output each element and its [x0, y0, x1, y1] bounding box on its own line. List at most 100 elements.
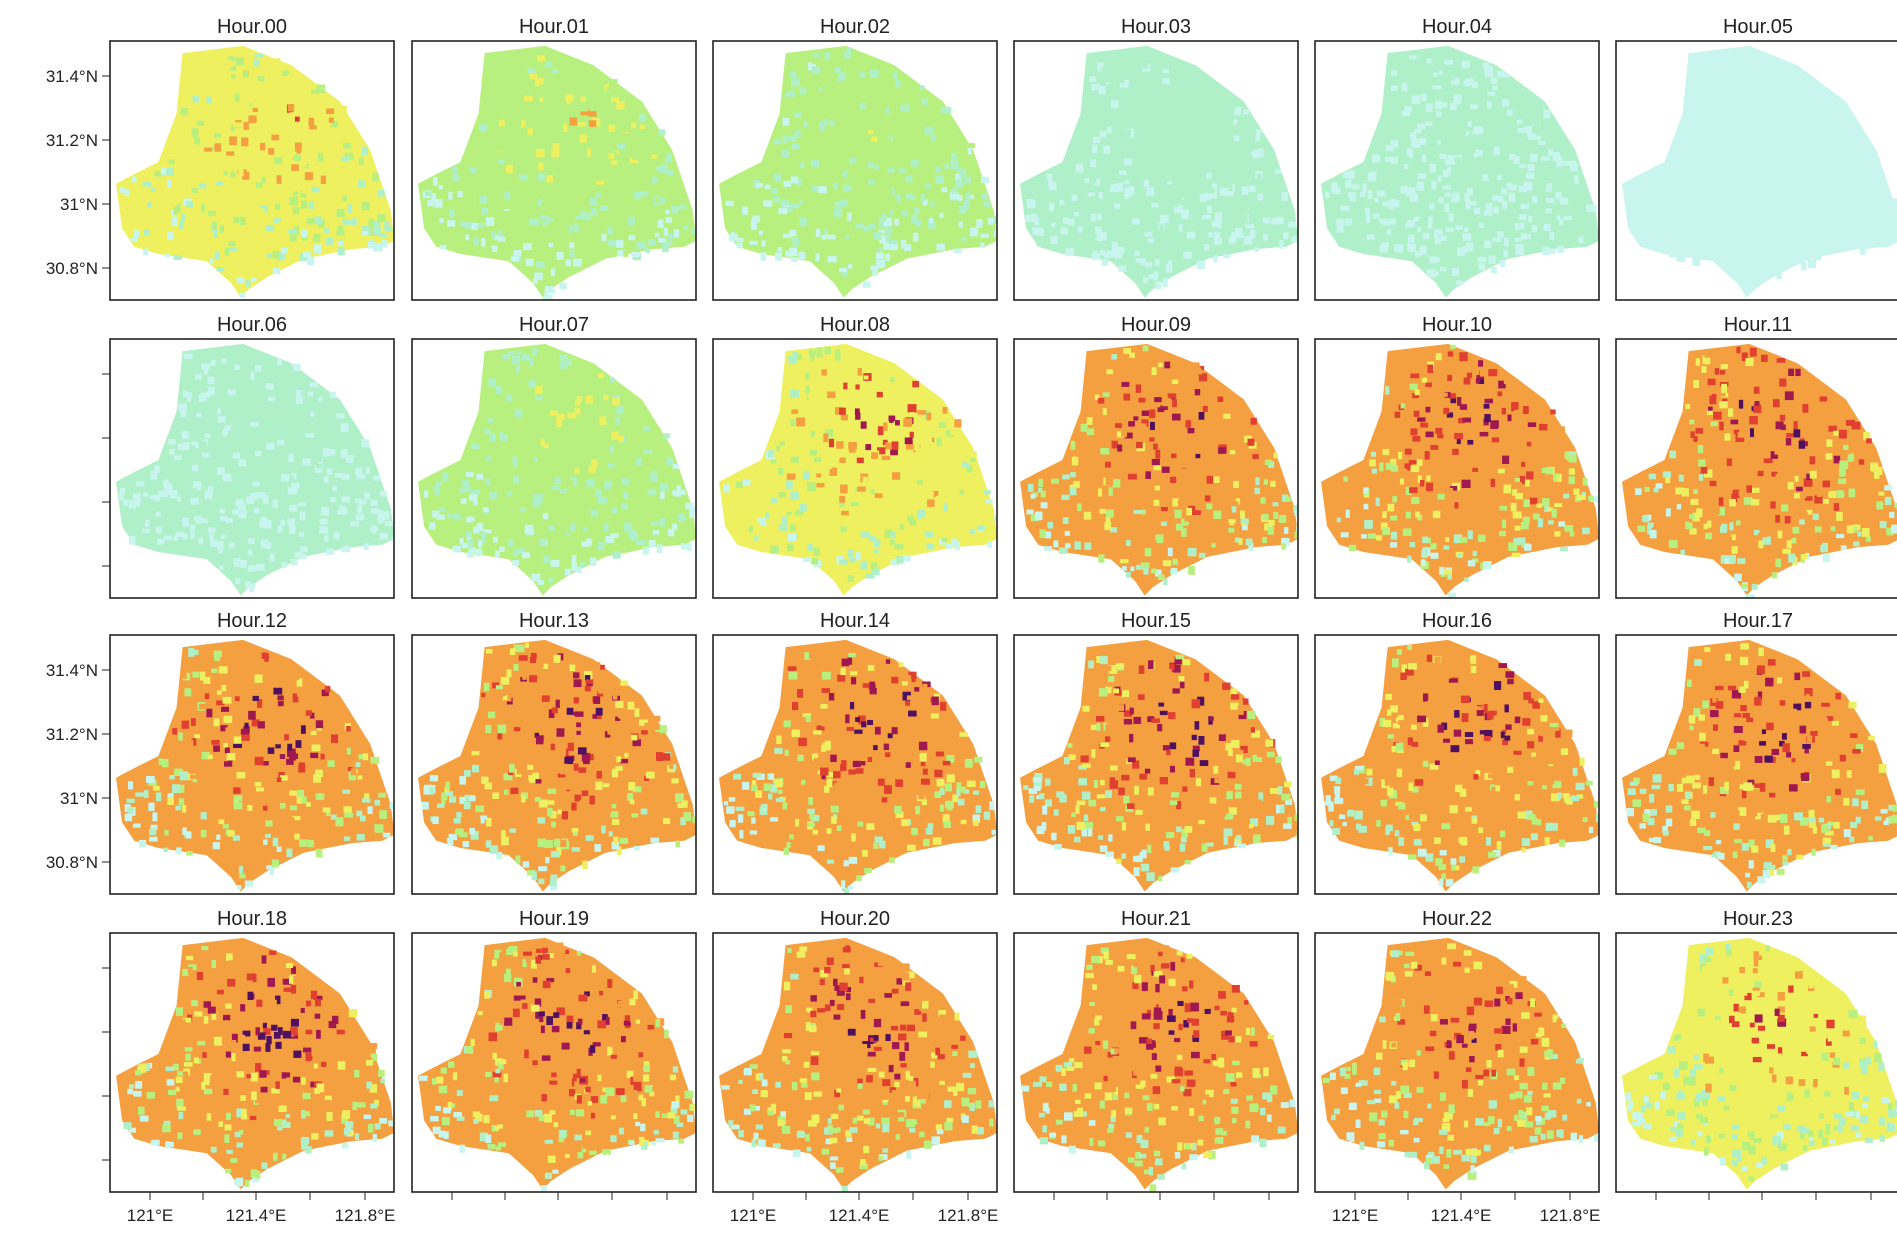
- density-cell: [1645, 487, 1650, 492]
- density-cell: [1716, 448, 1724, 454]
- density-cell: [1191, 151, 1197, 159]
- density-cell: [1268, 520, 1275, 526]
- density-cell: [311, 991, 317, 1000]
- density-cell: [1098, 554, 1104, 562]
- density-cell: [1038, 479, 1043, 487]
- density-cell: [1554, 531, 1560, 537]
- density-cell: [1147, 845, 1151, 854]
- density-cell: [344, 836, 350, 841]
- density-cell: [1136, 442, 1143, 448]
- density-cell: [877, 392, 883, 398]
- density-cell: [1070, 472, 1076, 477]
- density-cell: [1156, 685, 1161, 690]
- density-cell: [1520, 223, 1525, 230]
- density-cell: [154, 495, 160, 501]
- density-cell: [383, 833, 391, 838]
- density-cell: [1649, 794, 1654, 803]
- density-cell: [1207, 116, 1212, 121]
- density-cell: [345, 1122, 351, 1131]
- density-cell: [1111, 100, 1118, 108]
- density-cell: [1655, 483, 1662, 488]
- density-cell: [1237, 159, 1245, 165]
- density-cell: [292, 82, 299, 87]
- density-cell: [240, 1095, 246, 1101]
- density-cell: [844, 860, 849, 866]
- density-cell: [301, 725, 306, 734]
- density-cell: [868, 162, 874, 168]
- density-cell: [532, 773, 539, 780]
- density-cell: [1778, 469, 1783, 473]
- density-cell: [532, 500, 541, 506]
- density-cell: [1163, 579, 1167, 585]
- density-cell: [1527, 442, 1531, 446]
- map-content: [1622, 640, 1897, 892]
- density-cell: [1242, 760, 1247, 765]
- density-cell: [1789, 784, 1798, 791]
- density-cell: [310, 382, 318, 387]
- density-cell: [1390, 705, 1398, 713]
- density-cell: [1836, 512, 1843, 521]
- density-cell: [193, 1129, 200, 1135]
- density-cell: [855, 700, 863, 707]
- density-cell: [488, 712, 495, 719]
- density-cell: [1148, 787, 1154, 795]
- density-cell: [143, 493, 148, 497]
- density-cell: [1764, 862, 1772, 869]
- density-cell: [923, 769, 928, 775]
- density-cell: [1751, 846, 1758, 853]
- density-cell: [280, 754, 285, 759]
- density-cell: [1533, 116, 1539, 124]
- density-cell: [127, 807, 134, 813]
- density-cell: [1760, 783, 1766, 792]
- density-cell: [1347, 192, 1356, 197]
- density-cell: [215, 166, 222, 173]
- density-cell: [227, 979, 235, 987]
- density-cell: [1364, 520, 1373, 529]
- density-cell: [169, 449, 175, 455]
- density-cell: [1574, 180, 1579, 184]
- density-cell: [1091, 214, 1097, 222]
- density-cell: [254, 59, 260, 66]
- density-cell: [1138, 398, 1145, 403]
- density-cell: [334, 1045, 339, 1053]
- density-cell: [1231, 740, 1239, 748]
- density-cell: [126, 799, 134, 803]
- density-cell: [1793, 704, 1797, 709]
- density-cell: [507, 351, 514, 355]
- density-cell: [787, 842, 791, 848]
- density-cell: [1099, 688, 1108, 696]
- density-cell: [1391, 532, 1397, 540]
- density-cell: [267, 978, 275, 987]
- density-cell: [1176, 827, 1181, 833]
- density-cell: [335, 473, 343, 478]
- density-cell: [1469, 132, 1473, 139]
- density-cell: [1546, 198, 1554, 203]
- density-cell: [1172, 688, 1179, 693]
- density-cell: [857, 822, 863, 827]
- density-cell: [1224, 828, 1233, 836]
- density-cell: [1373, 213, 1380, 219]
- density-cell: [1200, 760, 1209, 766]
- density-cell: [1102, 749, 1110, 754]
- density-cell: [1441, 823, 1450, 829]
- density-cell: [1180, 682, 1185, 689]
- density-cell: [843, 134, 850, 139]
- map-panel: [713, 635, 997, 894]
- density-cell: [301, 990, 308, 994]
- density-cell: [1223, 414, 1230, 419]
- density-cell: [248, 141, 255, 147]
- density-cell: [1092, 145, 1097, 153]
- density-cell: [321, 507, 329, 516]
- density-cell: [868, 180, 875, 184]
- density-cell: [1710, 481, 1717, 486]
- density-cell: [1732, 386, 1738, 394]
- density-cell: [1366, 214, 1370, 223]
- density-cell: [478, 540, 482, 547]
- density-cell: [905, 175, 912, 182]
- density-cell: [537, 55, 545, 61]
- density-cell: [326, 1112, 332, 1121]
- map-content: [116, 46, 394, 298]
- density-cell: [1448, 351, 1454, 356]
- density-cell: [383, 511, 389, 519]
- density-cell: [210, 1075, 216, 1081]
